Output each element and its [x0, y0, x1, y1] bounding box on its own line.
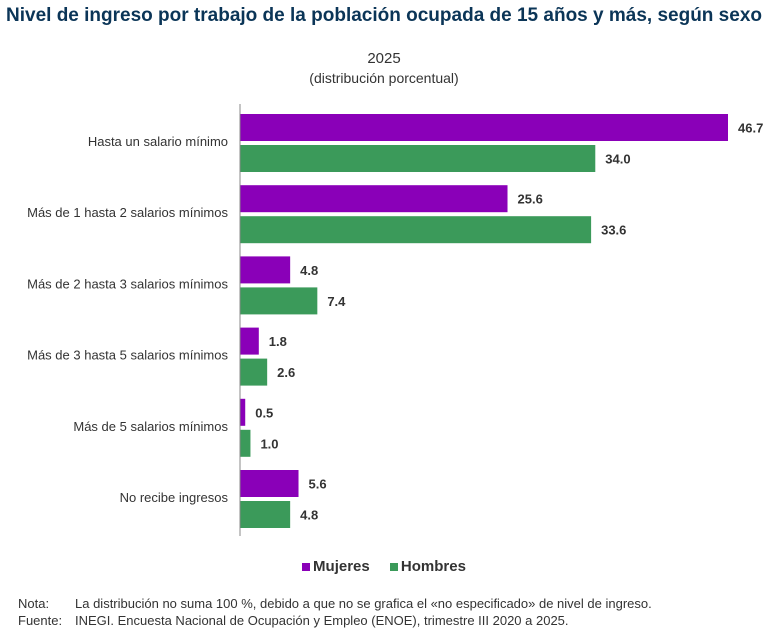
- bar-hombres: [240, 287, 318, 315]
- bar-mujeres: [240, 327, 259, 355]
- bar-hombres: [240, 145, 596, 172]
- legend-swatch: [389, 563, 398, 571]
- data-label: 5.6: [309, 477, 327, 492]
- category-label: Hasta un salario mínimo: [88, 134, 228, 149]
- data-label: 7.4: [327, 294, 346, 309]
- category-label: Más de 2 hasta 3 salarios mínimos: [27, 276, 228, 291]
- data-label: 4.8: [300, 263, 318, 278]
- category-label: Más de 3 hasta 5 salarios mínimos: [27, 348, 228, 363]
- legend-label: Hombres: [400, 558, 466, 575]
- data-label: 25.6: [518, 192, 543, 207]
- data-label: 4.8: [300, 508, 318, 523]
- source: Fuente: INEGI. Encuesta Nacional de Ocupa…: [18, 613, 569, 628]
- legend: Mujeres Hombres: [0, 558, 768, 575]
- footnotes: Nota: La distribución no suma 100 %, debi…: [18, 595, 652, 629]
- bar-hombres: [240, 216, 592, 244]
- category-label: No recibe ingresos: [120, 490, 229, 505]
- bar-mujeres: [240, 185, 508, 213]
- data-label: 1.8: [269, 334, 287, 349]
- data-label: 34.0: [605, 152, 630, 167]
- bar-mujeres: [240, 114, 728, 141]
- data-label: 46.7: [738, 121, 763, 136]
- legend-item-mujeres: Mujeres: [302, 558, 370, 575]
- data-label: 0.5: [255, 405, 273, 420]
- data-label: 2.6: [277, 365, 295, 380]
- data-label: 33.6: [601, 223, 626, 238]
- category-label: Más de 1 hasta 2 salarios mínimos: [27, 205, 228, 220]
- legend-swatch: [302, 563, 311, 571]
- bar-mujeres: [240, 398, 246, 426]
- bar-hombres: [240, 429, 251, 457]
- bar-hombres: [240, 358, 268, 386]
- legend-label: Mujeres: [313, 558, 370, 575]
- chart-title: Nivel de ingreso por trabajo de la pobla…: [6, 5, 762, 26]
- note: Nota: La distribución no suma 100 %, debi…: [18, 596, 652, 611]
- chart-subtitle: 2025: [367, 50, 401, 67]
- bar-mujeres: [240, 256, 291, 284]
- legend-item-hombres: Hombres: [389, 558, 466, 575]
- unit-note: (distribución porcentual): [309, 70, 459, 86]
- bar-mujeres: [240, 470, 299, 497]
- bar-hombres: [240, 501, 291, 528]
- data-label: 1.0: [260, 436, 278, 451]
- category-label: Más de 5 salarios mínimos: [73, 419, 228, 434]
